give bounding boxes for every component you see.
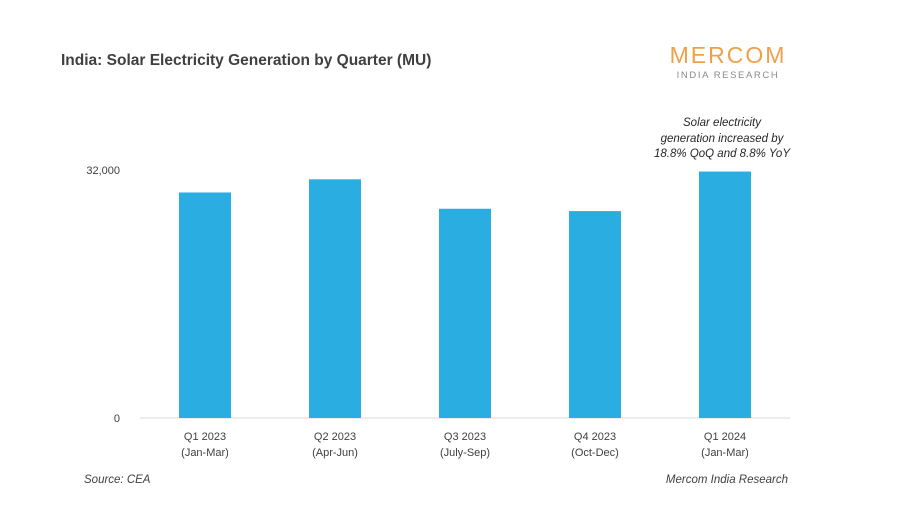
- source-note: Source: CEA: [84, 474, 151, 486]
- logo-wordmark: MERCOM: [669, 42, 787, 68]
- x-tick-label: Q1 2024: [704, 431, 746, 443]
- x-tick-label: Q2 2023: [314, 431, 356, 443]
- x-tick-label: Q1 2023: [184, 431, 226, 443]
- credit-note: Mercom India Research: [665, 474, 788, 486]
- mercom-logo: MERCOM INDIA RESEARCH: [668, 42, 788, 81]
- x-tick-label: Q4 2023: [574, 431, 616, 443]
- annotation-line-1: Solar electricity: [683, 117, 761, 129]
- y-tick-label: 0: [114, 413, 120, 425]
- x-tick-label: (Apr-Jun): [312, 447, 358, 459]
- y-tick-label: 32,000: [86, 165, 120, 177]
- annotation-line-3: 18.8% QoQ and 8.8% YoY: [654, 148, 790, 160]
- bar-2: [309, 179, 361, 418]
- x-tick-label: Q3 2023: [444, 431, 486, 443]
- x-tick-label: (Jan-Mar): [701, 447, 749, 459]
- annotation-line-2: generation increased by: [660, 132, 784, 145]
- x-tick-label: (July-Sep): [440, 447, 490, 459]
- growth-annotation: Solar electricity generation increased b…: [630, 116, 814, 163]
- bar-5: [699, 171, 751, 418]
- x-tick-label: (Oct-Dec): [571, 447, 619, 459]
- bar-4: [569, 211, 621, 418]
- bar-3: [439, 208, 491, 418]
- chart-title: India: Solar Electricity Generation by Q…: [61, 52, 432, 69]
- logo-subtitle: INDIA RESEARCH: [676, 70, 780, 81]
- x-tick-label: (Jan-Mar): [181, 447, 229, 459]
- bar-1: [179, 192, 231, 418]
